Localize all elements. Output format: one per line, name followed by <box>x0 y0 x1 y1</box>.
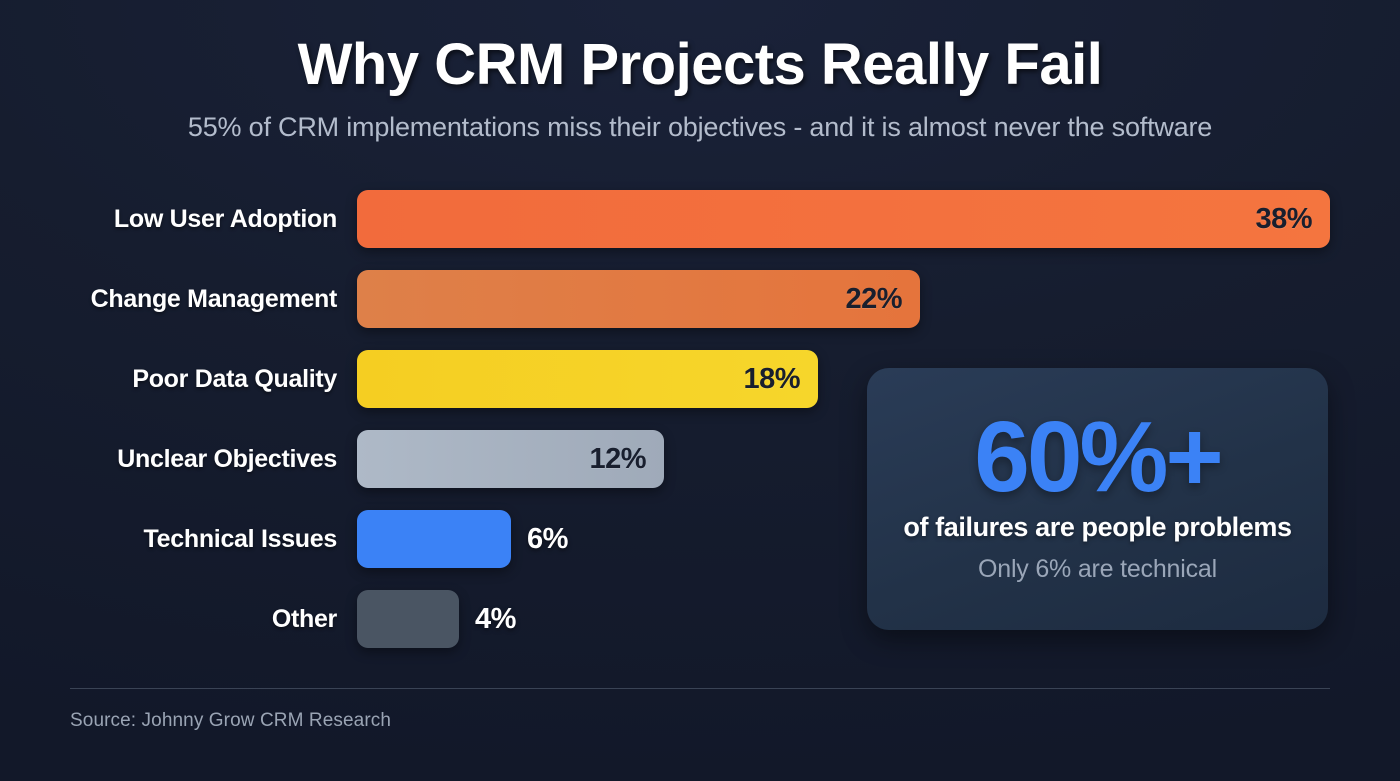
bar-value-label: 6% <box>527 522 568 555</box>
highlight-stat-value: 60%+ <box>974 401 1224 514</box>
highlight-secondary-text: Only 6% are technical <box>978 555 1217 584</box>
bar-category-label: Technical Issues <box>143 524 338 553</box>
bar-6[interactable] <box>357 590 459 648</box>
bar-track: 6% <box>357 510 1330 568</box>
source-note: Source: Johnny Grow CRM Research <box>70 710 392 731</box>
bar-chart: Low User Adoption 38% Change Management 22%… <box>70 190 1330 658</box>
bar-row: Low User Adoption 38% <box>70 190 1330 248</box>
bar-3[interactable]: 18% <box>357 350 818 408</box>
page-title: Why CRM Projects Really Fail <box>297 32 1103 97</box>
bar-row: Poor Data Quality 18% <box>70 350 1330 408</box>
bar-category-label: Poor Data Quality <box>132 364 337 393</box>
bar-row: Unclear Objectives 12% <box>70 430 1330 488</box>
bar-category-label: Low User Adoption <box>113 204 337 233</box>
bar-value-label: 38% <box>1255 202 1312 235</box>
bar-track: 18% <box>357 350 1330 408</box>
header: Why CRM Projects Really Fail 55% of CRM … <box>0 32 1400 143</box>
highlight-card: 60%+ of failures are people problems Onl… <box>867 368 1328 630</box>
bar-5[interactable] <box>357 510 511 568</box>
bar-4[interactable]: 12% <box>357 430 664 488</box>
bar-value-label: 12% <box>589 442 646 475</box>
footer-divider <box>70 688 1330 689</box>
bar-track: 4% <box>357 590 1330 648</box>
highlight-primary-text: of failures are people problems <box>903 512 1292 543</box>
bar-category-label: Unclear Objectives <box>117 444 337 473</box>
bar-track: 38% <box>357 190 1330 248</box>
bar-category-label: Other <box>271 604 337 633</box>
bar-value-label: 4% <box>475 602 516 635</box>
bar-value-label: 22% <box>845 282 902 315</box>
bar-1[interactable]: 38% <box>357 190 1330 248</box>
bar-row: Technical Issues 6% <box>70 510 1330 568</box>
bar-row: Other 4% <box>70 590 1330 648</box>
bar-category-label: Change Management <box>90 284 338 313</box>
bar-track: 12% <box>357 430 1330 488</box>
bar-value-label: 18% <box>743 362 800 395</box>
bar-track: 22% <box>357 270 1330 328</box>
bar-row: Change Management 22% <box>70 270 1330 328</box>
bar-2[interactable]: 22% <box>357 270 920 328</box>
page-subtitle: 55% of CRM implementations miss their ob… <box>187 111 1213 142</box>
